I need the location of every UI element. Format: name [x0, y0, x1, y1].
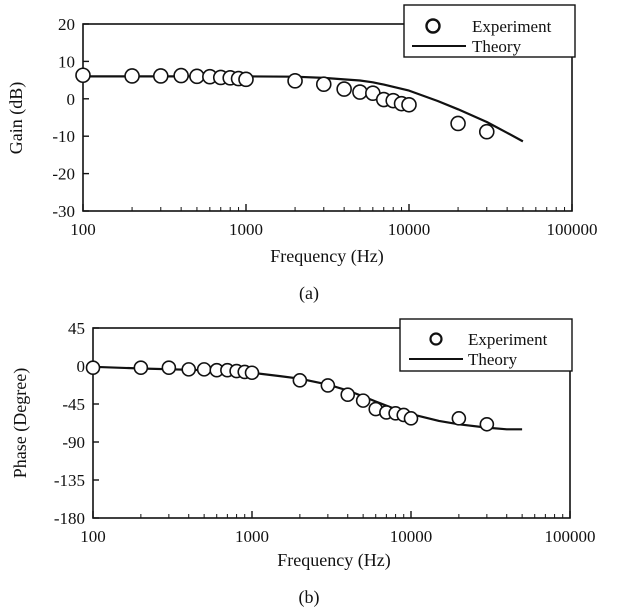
- gain-experiment-point: [124, 68, 140, 84]
- phase-legend-box: [399, 318, 573, 372]
- gain-legend-experiment: Experiment: [472, 17, 552, 36]
- gain-experiment-point: [75, 67, 91, 84]
- gain-x-tick-label: 100000: [547, 220, 598, 239]
- gain-experiment-point: [352, 84, 368, 100]
- phase-x-tick-label: 10000: [390, 527, 433, 546]
- phase-experiment-point: [340, 387, 356, 403]
- gain-experiment-point: [238, 71, 254, 88]
- gain-y-tick-label: 20: [58, 15, 75, 34]
- phase-y-tick-label: -90: [62, 433, 85, 452]
- gain-y-tick-label: 10: [58, 52, 75, 71]
- phase-panel-label: (b): [299, 587, 320, 608]
- phase-legend-experiment: Experiment: [468, 330, 548, 349]
- gain-y-tick-label: 0: [67, 90, 76, 109]
- phase-experiment-point: [355, 393, 371, 408]
- gain-y-tick-label: -20: [52, 165, 75, 184]
- phase-experiment-point: [479, 416, 495, 432]
- phase-experiment-point: [244, 365, 260, 381]
- gain-experiment-point: [336, 81, 352, 97]
- gain-plot-frame: [82, 23, 573, 212]
- phase-chart: 100 1000 10000 100000 -180 -135 -90 -45 0 45 Freq…: [10, 318, 596, 608]
- gain-x-tick-label: 10000: [388, 220, 431, 239]
- phase-x-tick-label: 1000: [235, 527, 269, 546]
- gain-experiment-point: [315, 76, 332, 93]
- gain-chart: 100 1000 10000 100000 -30 -20 -10 0 10 20 Frequen…: [6, 4, 598, 304]
- gain-experiment-point: [401, 96, 417, 113]
- phase-y-tick-label: -135: [54, 471, 85, 490]
- phase-x-tick-label: 100: [80, 527, 106, 546]
- phase-plot-frame: [92, 327, 571, 519]
- phase-experiment-point: [181, 362, 197, 377]
- gain-x-axis-label: Frequency (Hz): [270, 246, 383, 267]
- gain-axis-ticks: 100 1000 10000 100000 -30 -20 -10 0 10 20: [52, 15, 597, 239]
- gain-x-tick-label: 100: [70, 220, 96, 239]
- phase-legend-marker: [429, 332, 443, 346]
- gain-experiment-point: [478, 123, 495, 140]
- gain-theory-line: [83, 75, 524, 143]
- gain-experiment-series: [75, 67, 495, 140]
- gain-panel-label: (a): [299, 283, 319, 304]
- phase-y-axis-label: Phase (Degree): [10, 368, 31, 478]
- phase-experiment-series: [85, 360, 495, 432]
- gain-x-tick-label: 1000: [229, 220, 263, 239]
- gain-y-axis-label: Gain (dB): [6, 82, 27, 154]
- gain-experiment-point: [450, 115, 466, 132]
- phase-y-tick-label: 0: [77, 357, 86, 376]
- phase-experiment-point: [292, 373, 308, 388]
- phase-axis-ticks: 100 1000 10000 100000 -180 -135 -90 -45 0 45: [54, 319, 596, 546]
- phase-y-tick-label: -45: [62, 395, 85, 414]
- gain-experiment-point: [173, 67, 189, 84]
- phase-y-tick-label: -180: [54, 509, 85, 528]
- phase-experiment-point: [133, 360, 149, 375]
- phase-experiment-point: [161, 360, 177, 375]
- gain-y-tick-label: -30: [52, 202, 75, 221]
- gain-theory-series: [83, 75, 524, 143]
- phase-experiment-point: [85, 360, 101, 375]
- gain-legend-theory: Theory: [472, 37, 522, 56]
- gain-experiment-point: [287, 73, 303, 89]
- phase-experiment-point: [403, 411, 419, 426]
- phase-experiment-point: [196, 362, 212, 377]
- phase-x-axis-label: Frequency (Hz): [277, 550, 390, 571]
- gain-y-tick-label: -10: [52, 127, 75, 146]
- phase-x-tick-label: 100000: [545, 527, 596, 546]
- phase-experiment-point: [320, 378, 336, 393]
- gain-experiment-point: [152, 68, 169, 84]
- phase-legend: Experiment Theory: [399, 318, 573, 372]
- phase-experiment-point: [451, 411, 467, 426]
- phase-legend-theory: Theory: [468, 350, 518, 369]
- phase-y-tick-label: 45: [68, 319, 85, 338]
- gain-legend: Experiment Theory: [403, 4, 576, 58]
- gain-experiment-point: [189, 68, 205, 85]
- gain-legend-marker: [425, 18, 441, 34]
